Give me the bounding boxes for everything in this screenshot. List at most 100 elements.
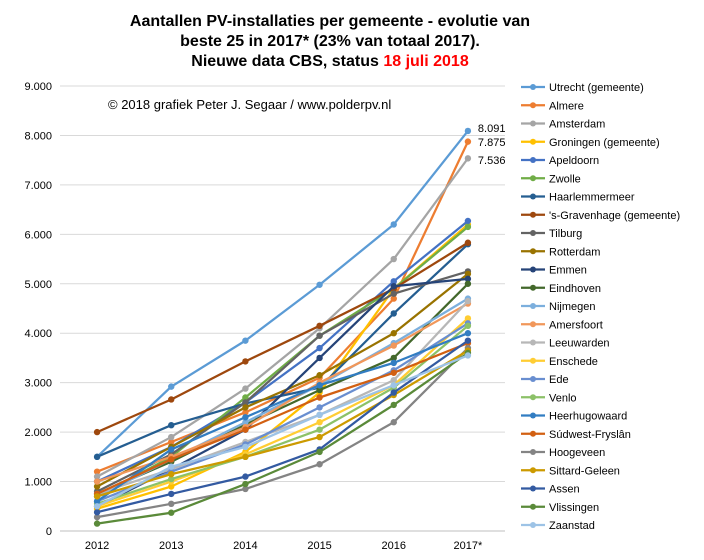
legend-swatch-marker (530, 357, 536, 364)
data-point (316, 322, 323, 330)
axes: 0 1.000 2.000 3.000 4.000 5.000 6.000 7.000 8.00… (24, 81, 505, 552)
legend-label: Utrecht (gemeente) (549, 82, 644, 94)
data-point (242, 404, 249, 411)
data-point (390, 283, 397, 290)
legend-swatch-marker (530, 230, 536, 236)
legend-label: Sittard-Geleen (549, 465, 620, 477)
series-line (96, 270, 469, 493)
legend-label: Vlissingen (549, 502, 599, 514)
legend-swatch-marker (530, 394, 536, 401)
legend-entry: Amersfoort (521, 319, 603, 331)
data-point (464, 280, 472, 287)
data-point (242, 394, 249, 401)
series-line (96, 322, 469, 503)
series-22 (93, 337, 472, 516)
data-point (464, 352, 472, 359)
series-line (96, 339, 469, 514)
data-point (168, 383, 175, 390)
gridlines (60, 85, 505, 532)
data-point (390, 278, 397, 285)
legend-swatch-marker (530, 376, 536, 382)
data-point (168, 483, 175, 490)
legend-label: Apeldoorn (549, 155, 599, 167)
data-point (242, 409, 249, 416)
legend-entry: Súdwest-Fryslân (521, 429, 631, 441)
data-point (93, 428, 101, 436)
data-point (390, 376, 397, 384)
legend-label: Zwolle (549, 173, 581, 185)
data-point (390, 354, 397, 362)
legend-swatch-marker (530, 503, 536, 510)
data-point (168, 509, 175, 516)
legend-entry: Heerhugowaard (521, 411, 627, 423)
y-tick-label: 6.000 (24, 229, 52, 241)
data-point (93, 509, 101, 516)
data-point (464, 239, 472, 246)
legend-label: Heerhugowaard (549, 411, 627, 423)
data-point (93, 483, 101, 490)
data-point (390, 359, 397, 367)
data-point (464, 322, 472, 330)
legend-entry: Sittard-Geleen (521, 465, 620, 477)
data-point (242, 358, 249, 365)
data-point (316, 332, 323, 339)
legend-entry: Nijmegen (521, 301, 595, 313)
legend-swatch-marker (530, 84, 536, 90)
legend-entry: Zaanstad (521, 520, 595, 532)
series-7 (93, 239, 472, 436)
data-point (93, 498, 101, 505)
data-point (464, 217, 472, 225)
data-point (316, 344, 323, 352)
legend-swatch-marker (530, 266, 536, 273)
legend-swatch-marker (530, 284, 536, 291)
data-point (242, 399, 249, 406)
data-point (168, 463, 175, 470)
series-line (96, 282, 469, 495)
data-point (242, 426, 249, 433)
series-19 (93, 339, 472, 498)
series-2 (93, 155, 472, 480)
data-point (168, 446, 175, 453)
y-tick-label: 5.000 (24, 279, 52, 291)
legend-entry: Almere (521, 100, 584, 112)
title-line-3: Nieuwe data CBS, status 18 juli 2018 (191, 53, 469, 70)
series-18 (93, 330, 472, 505)
legend-label: Almere (549, 100, 584, 112)
data-point (316, 354, 323, 362)
data-point (464, 138, 472, 145)
legend-swatch-marker (530, 339, 536, 346)
data-point (464, 297, 472, 305)
legend-label: Rotterdam (549, 246, 600, 258)
data-point (168, 500, 175, 508)
legend-swatch-marker (530, 120, 536, 127)
x-tick-label: 2016 (382, 540, 406, 552)
series-line (96, 324, 469, 505)
data-point (168, 421, 175, 429)
data-point (316, 411, 323, 419)
legend-entry: Haarlemmermeer (521, 192, 635, 204)
legend-entry: 's-Gravenhage (gemeente) (521, 210, 680, 222)
legend-swatch-marker (530, 175, 536, 182)
data-point (390, 255, 397, 263)
data-point (316, 372, 323, 379)
legend-entry: Hoogeveen (521, 447, 605, 459)
legend-entry: Groningen (gemeente) (521, 137, 660, 149)
legend-label: Hoogeveen (549, 447, 605, 459)
x-tick-label: 2012 (85, 540, 109, 552)
legend-entry: Amsterdam (521, 119, 605, 131)
data-point (242, 385, 249, 392)
data-point (242, 480, 249, 488)
data-point (390, 389, 397, 396)
series-line (96, 277, 469, 508)
legend-swatch-marker (530, 449, 536, 455)
title-line-1: Aantallen PV-installaties per gemeente -… (130, 13, 530, 30)
series-line (96, 317, 469, 508)
legend-label: Leeuwarden (549, 338, 610, 350)
series-24 (93, 352, 472, 510)
series-10 (93, 275, 472, 510)
legend-entry: Utrecht (gemeente) (521, 82, 644, 94)
series-line (96, 130, 469, 458)
legend-label: Nijmegen (549, 301, 595, 313)
x-tick-label: 2013 (159, 540, 183, 552)
